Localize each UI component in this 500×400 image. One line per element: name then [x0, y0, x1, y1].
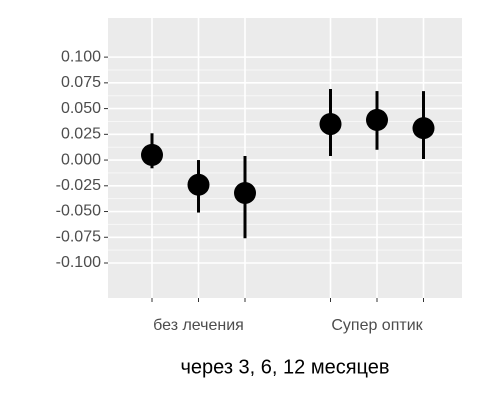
y-tick-label: 0.075 [61, 74, 101, 91]
y-tick-label: 0.100 [61, 48, 101, 65]
y-tick-label: -0.050 [56, 203, 101, 220]
y-tick-label: 0.025 [61, 126, 101, 143]
point [141, 143, 163, 166]
point [234, 182, 256, 204]
y-tick-label: -0.025 [56, 177, 101, 194]
point [187, 173, 210, 196]
y-tick-label: -0.100 [56, 254, 101, 271]
x-axis-title: через 3, 6, 12 месяцев [180, 356, 389, 378]
point [319, 113, 342, 136]
point [366, 108, 388, 131]
y-tick-label: 0.000 [61, 151, 101, 168]
y-tick-label: -0.075 [56, 228, 101, 245]
x-tick-label: Супер оптик [331, 317, 423, 334]
x-tick-label: без лечения [153, 317, 244, 334]
panel [108, 18, 462, 298]
y-tick-label: 0.050 [61, 100, 101, 117]
point [412, 117, 435, 140]
